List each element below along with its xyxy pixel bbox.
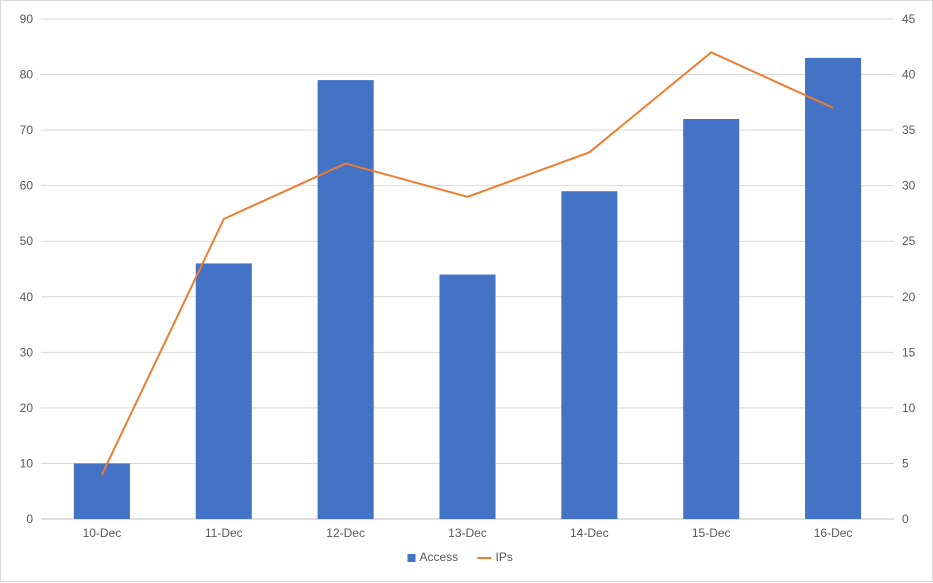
bar-access [805, 58, 861, 519]
y-left-tick-label: 40 [20, 290, 34, 304]
legend-label: Access [420, 550, 459, 564]
y-right-tick-label: 5 [902, 456, 909, 470]
bar-access [74, 463, 130, 519]
chart-container: 0 10 20 30 40 50 60 70 80 90 0 5 10 15 20 25 30 35 40 45 10-… [0, 0, 933, 582]
legend-label: IPs [496, 550, 513, 564]
y-left-tick-label: 70 [20, 123, 34, 137]
x-tick-label: 15-Dec [692, 526, 731, 540]
y-left-tick-label: 30 [20, 345, 34, 359]
bar-access [318, 80, 374, 519]
bar-access [683, 119, 739, 519]
legend: Access IPs [408, 550, 513, 564]
y-right-tick-label: 45 [902, 12, 916, 26]
x-tick-label: 10-Dec [83, 526, 122, 540]
bar-access [561, 191, 617, 519]
x-tick-label: 16-Dec [814, 526, 853, 540]
legend-swatch-bar [408, 554, 416, 562]
y-left-tick-label: 50 [20, 234, 34, 248]
y-right-tick-label: 30 [902, 179, 916, 193]
y-left-tick-label: 80 [20, 68, 34, 82]
y-right-tick-label: 25 [902, 234, 916, 248]
combo-chart: 0 10 20 30 40 50 60 70 80 90 0 5 10 15 20 25 30 35 40 45 10-… [1, 1, 933, 583]
bar-access [196, 263, 252, 519]
y-left-tick-label: 20 [20, 401, 34, 415]
y-left-tick-label: 10 [20, 456, 34, 470]
y-right-tick-label: 15 [902, 345, 916, 359]
y-right-tick-label: 20 [902, 290, 916, 304]
x-tick-label: 13-Dec [448, 526, 487, 540]
y-left-tick-label: 0 [26, 512, 33, 526]
y-right-tick-label: 35 [902, 123, 916, 137]
x-tick-label: 14-Dec [570, 526, 609, 540]
x-tick-label: 11-Dec [205, 526, 243, 540]
y-left-tick-label: 90 [20, 12, 34, 26]
x-tick-label: 12-Dec [326, 526, 365, 540]
y-right-tick-label: 10 [902, 401, 916, 415]
y-right-tick-label: 0 [902, 512, 909, 526]
y-left-tick-label: 60 [20, 179, 34, 193]
y-right-tick-label: 40 [902, 68, 916, 82]
bar-access [439, 275, 495, 519]
